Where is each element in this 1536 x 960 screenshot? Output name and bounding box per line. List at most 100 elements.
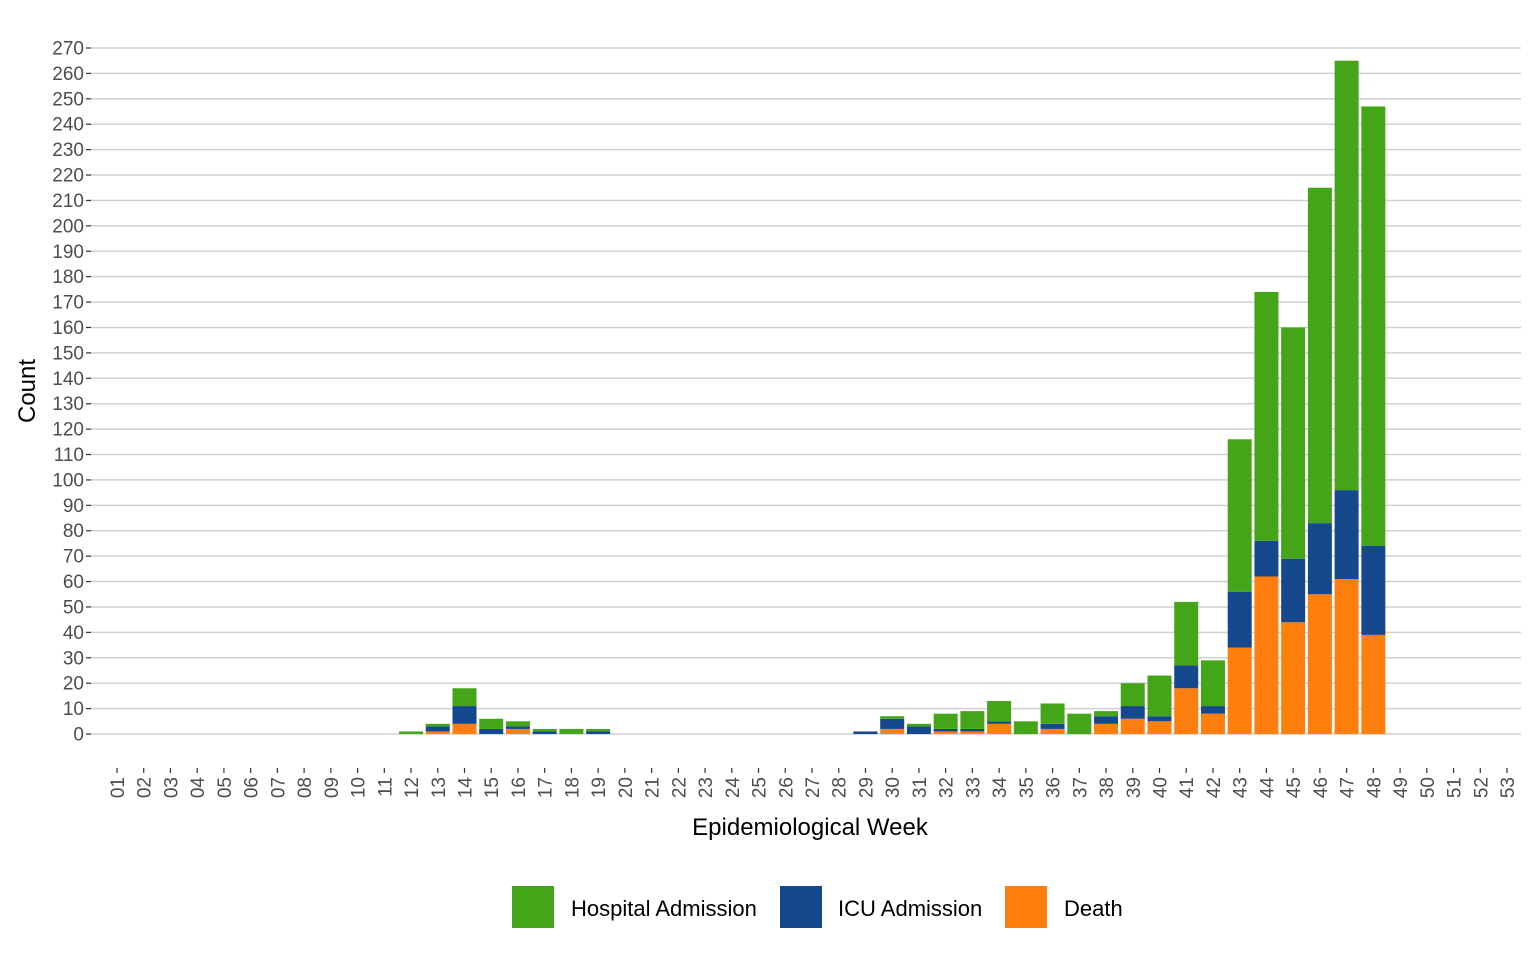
bar-death-week-42 [1200,713,1225,734]
bar-hospital-admission-week-30 [880,716,905,719]
bar-icu-admission-week-40 [1147,716,1172,722]
x-tick-label: 31 [910,777,931,798]
x-tick-label: 49 [1391,777,1412,798]
y-tick-label: 260 [52,64,84,85]
x-tick-label: 35 [1017,777,1038,798]
y-tick-label: 200 [52,216,84,237]
x-tick-label: 17 [536,777,557,798]
x-tick-label: 23 [696,777,717,798]
legend: Hospital Admission ICU Admission Death [512,886,1123,928]
bar-hospital-admission-week-43 [1227,439,1252,592]
bar-icu-admission-week-48 [1361,545,1386,635]
y-axis-ticks: 0 10 20 30 40 50 60 70 80 90 100 110 120 130 140 150 160… [52,39,91,746]
bar-icu-admission-week-29 [853,731,878,734]
x-tick-label: 04 [188,777,209,799]
bar-icu-admission-week-41 [1174,665,1199,689]
x-tick-label: 13 [429,777,450,798]
y-tick-label: 120 [52,420,84,441]
bar-hospital-admission-week-48 [1361,106,1386,546]
bar-icu-admission-week-43 [1227,591,1252,648]
bar-hospital-admission-week-33 [960,711,985,729]
x-tick-label: 46 [1311,777,1332,798]
bar-death-week-33 [960,731,985,734]
x-tick-label: 43 [1231,777,1252,798]
x-tick-label: 26 [776,777,797,798]
legend-label: Death [1064,896,1123,921]
x-tick-label: 27 [803,777,824,798]
bar-hospital-admission-week-14 [452,688,477,707]
bar-icu-admission-week-15 [479,728,504,734]
y-tick-label: 50 [63,597,84,618]
bar-hospital-admission-week-47 [1334,60,1359,491]
x-tick-label: 02 [135,777,156,798]
y-tick-label: 100 [52,470,84,491]
x-tick-label: 21 [643,777,664,798]
x-tick-label: 12 [402,777,423,798]
x-tick-label: 03 [161,777,182,798]
x-axis-title: Epidemiological Week [692,814,929,841]
y-tick-label: 110 [54,445,84,466]
y-tick-label: 180 [52,267,84,288]
bar-icu-admission-week-33 [960,728,985,732]
x-tick-label: 39 [1124,777,1145,798]
x-tick-label: 06 [242,777,263,798]
bar-death-week-39 [1120,718,1145,734]
bar-death-week-14 [452,723,477,734]
x-tick-label: 10 [349,777,370,798]
y-tick-label: 130 [52,394,84,415]
bar-hospital-admission-week-32 [933,713,958,729]
legend-swatch-death [1005,886,1047,928]
bar-hospital-admission-week-16 [505,721,530,727]
x-tick-label: 14 [456,777,477,799]
x-tick-label: 24 [723,777,744,799]
y-tick-label: 140 [52,369,84,390]
legend-label: ICU Admission [838,896,982,921]
x-tick-label: 48 [1364,777,1385,798]
bar-death-week-13 [425,731,450,734]
bar-hospital-admission-week-38 [1094,711,1119,717]
bar-icu-admission-week-42 [1200,706,1225,714]
bar-hospital-admission-week-44 [1254,291,1279,541]
x-tick-label: 15 [482,777,503,798]
bar-death-week-40 [1147,721,1172,734]
x-tick-label: 18 [562,777,583,798]
bar-death-week-41 [1174,688,1199,734]
y-tick-label: 250 [52,89,84,110]
y-tick-label: 230 [52,140,84,161]
x-tick-label: 16 [509,777,530,798]
y-tick-label: 150 [52,343,84,364]
x-tick-label: 20 [616,777,637,798]
bar-hospital-admission-week-34 [987,700,1012,722]
grid-lines [90,47,1521,735]
x-tick-label: 11 [375,777,396,797]
bar-hospital-admission-week-31 [906,723,931,727]
legend-label: Hospital Admission [571,896,757,921]
bar-icu-admission-week-32 [933,728,958,732]
bar-icu-admission-week-16 [505,726,530,729]
x-tick-label: 50 [1418,777,1439,798]
bar-icu-admission-week-46 [1307,523,1332,595]
y-tick-label: 30 [63,648,84,669]
bar-icu-admission-week-36 [1040,723,1065,729]
y-tick-label: 160 [52,318,84,339]
bar-hospital-admission-week-46 [1307,187,1332,524]
x-tick-label: 44 [1257,777,1278,799]
y-tick-label: 60 [63,572,84,593]
bar-icu-admission-week-34 [987,721,1012,724]
bar-icu-admission-week-38 [1094,716,1119,724]
bar-death-week-44 [1254,576,1279,734]
bar-hospital-admission-week-40 [1147,675,1172,717]
y-tick-label: 70 [63,547,84,568]
x-tick-label: 09 [322,777,343,798]
x-tick-label: 36 [1044,777,1065,798]
bar-hospital-admission-week-18 [559,728,584,734]
y-tick-label: 20 [63,674,84,695]
x-tick-label: 52 [1471,777,1492,798]
y-tick-label: 80 [63,521,84,542]
bar-death-week-48 [1361,634,1386,734]
y-tick-label: 270 [52,39,84,60]
bar-icu-admission-week-13 [425,726,450,732]
bar-hospital-admission-week-35 [1013,721,1038,734]
y-tick-label: 220 [52,166,84,187]
bar-death-week-38 [1094,723,1119,734]
